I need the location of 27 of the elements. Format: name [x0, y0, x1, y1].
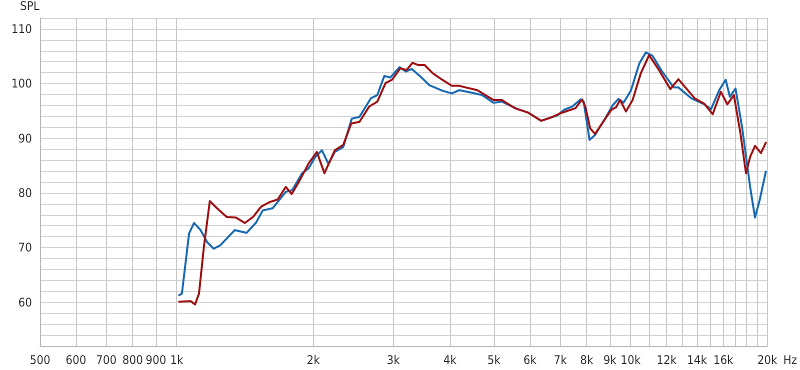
x-axis-title: Hz [783, 353, 798, 367]
x-tick-label: 9k [603, 353, 618, 367]
x-tick-label: 1k [170, 353, 184, 367]
x-tick-label: 800 [122, 353, 144, 367]
x-tick-label: 700 [96, 353, 117, 367]
x-tick-label: 16k [713, 353, 734, 367]
x-tick-label: 20k [757, 353, 778, 367]
y-tick-label: 90 [18, 131, 32, 146]
x-tick-label: 8k [580, 353, 594, 367]
y-tick-label: 100 [11, 76, 32, 91]
y-tick-label: 60 [18, 295, 32, 310]
y-tick-label: 110 [11, 22, 32, 36]
x-tick-label: 7k [554, 353, 568, 367]
y-axis-title: SPL [20, 0, 40, 13]
x-tick-label: 5k [487, 353, 502, 367]
y-tick-label: 70 [18, 240, 32, 255]
y-tick-label: 80 [18, 186, 32, 200]
x-tick-label: 4k [443, 353, 458, 367]
x-tick-label: 10k [620, 353, 642, 367]
x-tick-label: 12k [656, 353, 678, 367]
x-tick-label: 500 [30, 353, 50, 367]
x-tick-label: 900 [146, 353, 166, 367]
x-tick-label: 6k [523, 353, 538, 367]
x-tick-label: 2k [306, 353, 321, 367]
x-tick-label: 600 [66, 353, 86, 367]
x-tick-label: 14k [686, 353, 708, 367]
x-tick-label: 3k [386, 353, 401, 367]
